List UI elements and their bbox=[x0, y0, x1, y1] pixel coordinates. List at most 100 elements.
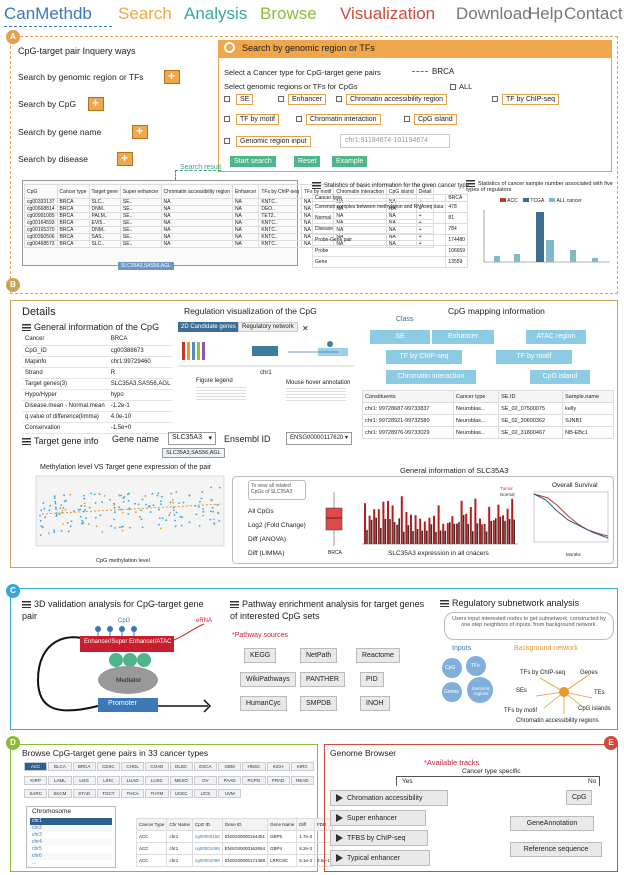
class-chromatin-interaction[interactable]: Chromatin interaction bbox=[386, 370, 476, 384]
track-typical-enhancer[interactable]: Typical enhancer bbox=[330, 850, 430, 866]
chromosome-item[interactable]: chr5 bbox=[30, 846, 112, 853]
way-genomic-region-button[interactable] bbox=[164, 69, 180, 84]
checkbox-genomic-region[interactable] bbox=[224, 138, 233, 145]
nav-browse[interactable]: Browse bbox=[260, 4, 317, 23]
cancer-type-cell[interactable]: BRCA bbox=[72, 762, 96, 771]
start-search-button[interactable]: Start search bbox=[230, 156, 276, 167]
cancer-type-cell[interactable]: COAD bbox=[145, 762, 169, 771]
track-cpg[interactable]: CpG bbox=[566, 790, 593, 805]
cancer-type-cell[interactable]: ACC bbox=[24, 762, 48, 771]
cancer-type-cell[interactable]: DLBC bbox=[169, 762, 193, 771]
nav-contact[interactable]: Contact bbox=[564, 4, 623, 23]
cancer-type-cell[interactable]: CESC bbox=[96, 762, 120, 771]
expand-icon[interactable]: ✕ bbox=[302, 324, 309, 333]
cancer-type-cell[interactable]: THCA bbox=[121, 789, 145, 799]
cancer-type-cell[interactable]: THYM bbox=[145, 789, 169, 799]
checkbox-chromatin-access[interactable] bbox=[336, 96, 345, 103]
track-super-enhancer[interactable]: Super enhancer bbox=[330, 810, 426, 826]
gene-options-tag[interactable]: SLC35A3,SAS56,AGL bbox=[162, 448, 225, 458]
track-reference[interactable]: Reference sequence bbox=[510, 842, 602, 857]
checkbox-tf-chip[interactable] bbox=[492, 96, 501, 103]
metric-all-cpgs[interactable]: All CpGs bbox=[248, 508, 274, 515]
class-enhancer[interactable]: Enhancer bbox=[432, 330, 494, 344]
pathway-pid[interactable]: PID bbox=[360, 672, 384, 687]
pathway-wikipathways[interactable]: WikiPathways bbox=[240, 672, 296, 687]
pathway-kegg[interactable]: KEGG bbox=[244, 648, 277, 663]
cancer-type-cell[interactable]: LUSC bbox=[145, 775, 169, 785]
cancer-type-cell[interactable]: HNSC bbox=[242, 762, 266, 771]
metric-limma[interactable]: Diff (LIMMA) bbox=[248, 550, 285, 557]
ensembl-select[interactable]: ENSG00000117620 ▾ bbox=[286, 432, 352, 445]
cancer-type-cell[interactable]: UCS bbox=[193, 789, 217, 799]
cancer-type-cell[interactable]: STAD bbox=[72, 789, 96, 799]
cancer-type-cell[interactable]: BLCA bbox=[48, 762, 72, 771]
class-tf-chip[interactable]: TF by ChIP-seq bbox=[386, 350, 462, 364]
cancer-type-cell[interactable]: LAML bbox=[48, 775, 72, 785]
cell[interactable]: cg00001099 bbox=[191, 842, 223, 855]
cancer-type-cell[interactable]: PCPG bbox=[242, 775, 266, 785]
table-row[interactable]: ACC chr1 cg00000165 ENSG00000154451 GBP5 1.7e… bbox=[135, 830, 333, 843]
all-checkbox[interactable]: ALL bbox=[450, 82, 472, 91]
track-chromatin[interactable]: Chromation accessibility bbox=[330, 790, 448, 806]
track-gene-annotation[interactable]: GeneAnnotation bbox=[510, 816, 594, 831]
pathway-humancyc[interactable]: HumanCyc bbox=[240, 696, 287, 711]
checkbox-cpg-island[interactable] bbox=[404, 116, 413, 123]
tab-2d-genes[interactable]: 2D Candidate genes bbox=[178, 322, 239, 332]
table-row[interactable]: chr1: 99728976-99733029 Neuroblas... SE_02… bbox=[362, 426, 614, 439]
region-input[interactable]: chr1:91194674-101194674 bbox=[340, 134, 450, 148]
tab-regulatory-network[interactable]: Regulatory network bbox=[238, 322, 298, 332]
cancer-type-cell[interactable]: GBM bbox=[218, 762, 242, 771]
way-cpg-button[interactable] bbox=[88, 96, 104, 111]
cancer-type-cell[interactable]: PAAD bbox=[218, 775, 242, 785]
checkbox-tf-motif[interactable] bbox=[224, 116, 233, 123]
cancer-type-cell[interactable]: ESCA bbox=[193, 762, 217, 771]
chromosome-item[interactable]: chr1 bbox=[30, 818, 112, 825]
cancer-type-cell[interactable]: LUAD bbox=[121, 775, 145, 785]
cell[interactable]: cg00000165 bbox=[191, 830, 223, 843]
pathway-smpdb[interactable]: SMPDB bbox=[300, 696, 337, 711]
class-atac[interactable]: ATAC region bbox=[526, 330, 586, 344]
chromosome-item[interactable]: chr3 bbox=[30, 832, 112, 839]
option-enhancer[interactable]: Enhancer bbox=[288, 94, 326, 105]
cancer-type-cell[interactable]: READ bbox=[290, 775, 314, 785]
table-row[interactable]: chr1: 99728687-99733837 Neuroblas... SE_02… bbox=[362, 402, 614, 415]
chromosome-item[interactable]: ... bbox=[30, 860, 112, 867]
way-gene-name-button[interactable] bbox=[132, 124, 148, 139]
brand-logo-text[interactable]: CanMethdb bbox=[4, 4, 92, 23]
cancer-type-cell[interactable]: KICH bbox=[266, 762, 290, 771]
pathway-reactome[interactable]: Reactome bbox=[356, 648, 400, 663]
cancer-type-cell[interactable]: CHOL bbox=[121, 762, 145, 771]
nav-visualization[interactable]: Visualization bbox=[340, 4, 436, 23]
cancer-type-cell[interactable]: OV bbox=[193, 775, 217, 785]
pathway-panther[interactable]: PANTHER bbox=[300, 672, 345, 687]
option-chromatin-interaction[interactable]: Chromatin interaction bbox=[306, 114, 381, 125]
cancer-type-cell[interactable]: SKCM bbox=[48, 789, 72, 799]
checkbox-enhancer[interactable] bbox=[278, 96, 287, 103]
nav-help[interactable]: Help bbox=[528, 4, 563, 23]
option-chromatin-access[interactable]: Chromatin accessibility region bbox=[346, 94, 447, 105]
cancer-type-cell[interactable]: LIHC bbox=[96, 775, 120, 785]
class-se[interactable]: SE bbox=[370, 330, 430, 344]
class-cpg-island[interactable]: CpG island bbox=[530, 370, 590, 384]
checkbox-se[interactable] bbox=[224, 96, 233, 103]
result-gene-tag[interactable]: SLC35A3,SAS56,AGL bbox=[118, 262, 174, 270]
cancer-type-cell[interactable]: MESO bbox=[169, 775, 193, 785]
track-tfbs[interactable]: TFBS by ChIP-seq bbox=[330, 830, 428, 846]
cell[interactable]: cg00001099 bbox=[191, 854, 223, 867]
class-tf-motif[interactable]: TF by motif bbox=[496, 350, 572, 364]
cancer-type-cell[interactable]: UVM bbox=[218, 789, 242, 799]
pathway-netpath[interactable]: NetPath bbox=[300, 648, 338, 663]
view-all-note[interactable]: To view all related CpGs of SLC35A3 bbox=[248, 480, 306, 500]
option-tf-chip[interactable]: TF by ChIP-seq bbox=[502, 94, 560, 105]
cancer-type-cell[interactable]: TGCT bbox=[96, 789, 120, 799]
option-cpg-island[interactable]: CpG island bbox=[414, 114, 457, 125]
pathway-inoh[interactable]: INOH bbox=[360, 696, 390, 711]
cancer-type-cell[interactable]: KIRC bbox=[290, 762, 314, 771]
checkbox-chromatin-interaction[interactable] bbox=[296, 116, 305, 123]
gene-name-select[interactable]: SLC35A3 ▾ bbox=[168, 432, 216, 445]
chromosome-item[interactable]: chr6 bbox=[30, 853, 112, 860]
option-se[interactable]: SE bbox=[236, 94, 254, 105]
cancer-type-cell[interactable]: PRAD bbox=[266, 775, 290, 785]
example-button[interactable]: Example bbox=[332, 156, 368, 167]
cancer-type-cell[interactable]: KIRP bbox=[24, 775, 48, 785]
